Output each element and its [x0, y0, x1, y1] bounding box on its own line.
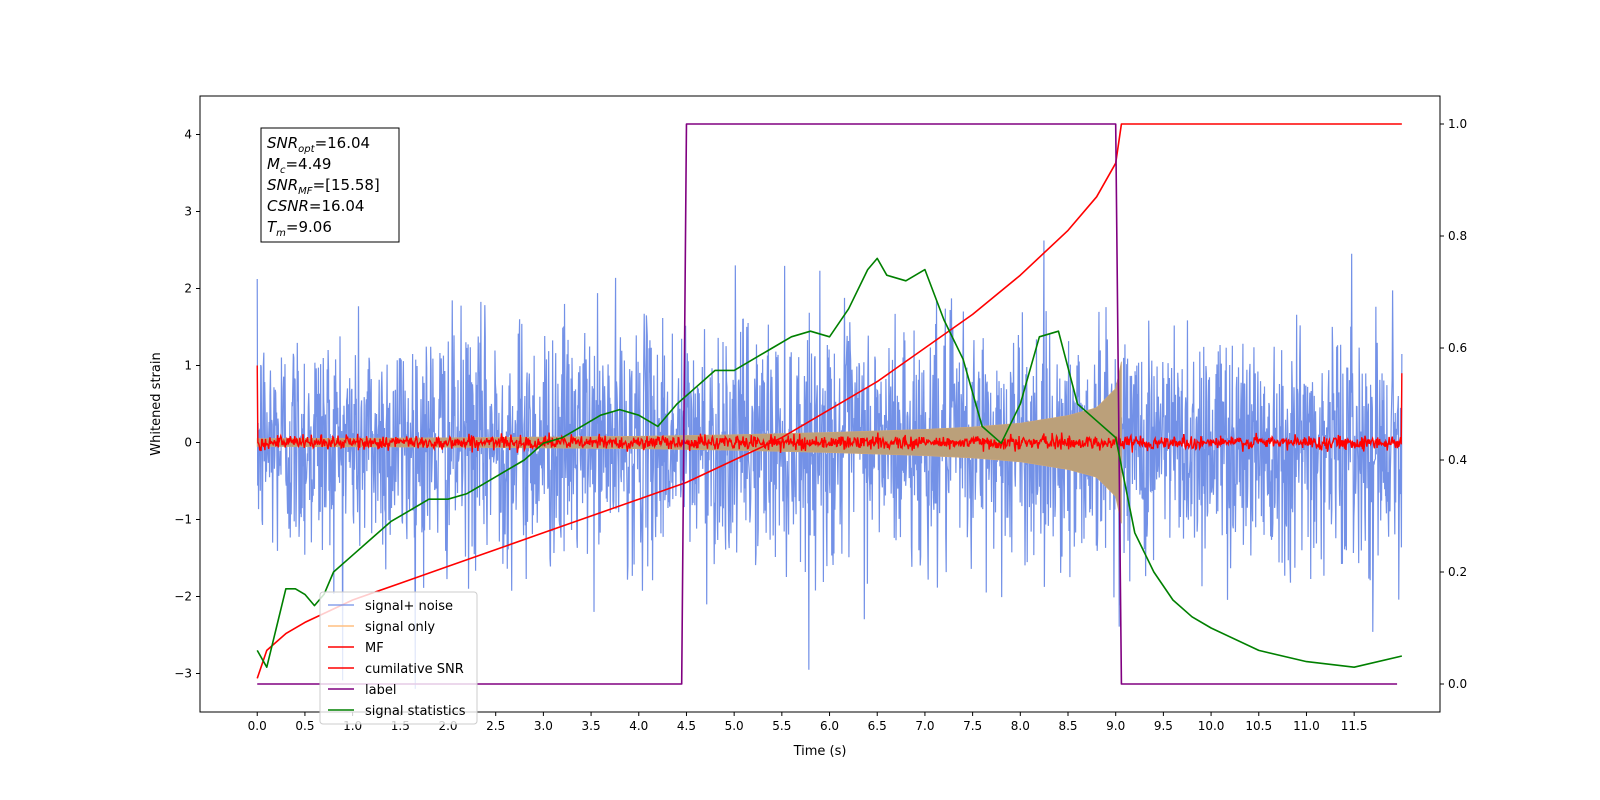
legend-entry: signal only: [365, 620, 435, 635]
plot-layer: [256, 123, 1403, 689]
x-tick-label: 3.0: [534, 719, 553, 733]
x-tick-label: 8.0: [1011, 719, 1030, 733]
x-tick-label: 5.5: [772, 719, 791, 733]
y-tick-label-right: 0.4: [1448, 453, 1467, 467]
legend-frame: [319, 591, 478, 725]
x-tick-label: 9.0: [1106, 719, 1125, 733]
x-tick-label: 2.5: [486, 719, 505, 733]
series-label: [257, 123, 1398, 685]
x-tick-label: 11.0: [1293, 719, 1320, 733]
series-signal-statistics: [256, 257, 1403, 668]
x-tick-label: 5.0: [725, 719, 744, 733]
x-axis-label: Time (s): [793, 744, 847, 759]
y-tick-label-left: 0: [184, 436, 192, 450]
x-tick-label: 9.5: [1154, 719, 1173, 733]
x-tick-label: 7.5: [963, 719, 982, 733]
y-tick-label-left: 3: [184, 205, 192, 219]
annotation-frame: [260, 127, 400, 243]
x-tick-label: 4.0: [629, 719, 648, 733]
x-tick-label: 6.0: [820, 719, 839, 733]
y-tick-label-right: 0.6: [1448, 341, 1467, 355]
legend-entry: label: [365, 683, 396, 698]
y-axis-label: Whitened strain: [149, 352, 164, 455]
legend: signal+ noise signal only MF cumilative SNR…: [319, 591, 478, 725]
x-tick-label: 0.0: [248, 719, 267, 733]
series-signal-noise: [256, 240, 1403, 689]
y-tick-label-left: −3: [174, 667, 192, 681]
legend-entry: signal statistics: [365, 704, 466, 719]
x-tick-label: 11.5: [1341, 719, 1368, 733]
annotation-line: Mc=4.49: [267, 155, 331, 176]
plot-frame: [199, 95, 1441, 713]
x-tick-label: 4.5: [677, 719, 696, 733]
x-tick-label: 7.0: [915, 719, 934, 733]
annotation-line: SNRMF=[15.58]: [267, 176, 380, 197]
annotation-line: CSNR=16.04: [267, 197, 364, 215]
x-tick-label: 8.5: [1058, 719, 1077, 733]
y-tick-label-right: 0.8: [1448, 229, 1467, 243]
legend-entry: MF: [365, 641, 384, 656]
series-mf: [256, 365, 1403, 453]
x-tick-label: 10.0: [1198, 719, 1225, 733]
y-tick-label-left: −2: [174, 590, 192, 604]
y-tick-label-left: 1: [184, 359, 192, 373]
x-tick-label: 10.5: [1245, 719, 1272, 733]
annotation-line: Tm=9.06: [267, 218, 332, 239]
y-tick-label-left: 4: [184, 128, 192, 142]
y-tick-label-right: 1.0: [1448, 117, 1467, 131]
x-tick-label: 0.5: [295, 719, 314, 733]
y-tick-label-left: −1: [174, 513, 192, 527]
y-tick-label-right: 0.0: [1448, 677, 1467, 691]
legend-entry: cumilative SNR: [365, 662, 464, 677]
y-tick-label-right: 0.2: [1448, 565, 1467, 579]
x-tick-label: 6.5: [868, 719, 887, 733]
x-tick-label: 3.5: [582, 719, 601, 733]
y-tick-label-left: 2: [184, 282, 192, 296]
annotation-line: SNRopt=16.04: [267, 134, 370, 155]
legend-entry: signal+ noise: [365, 599, 453, 614]
annotation-box: SNRopt=16.04Mc=4.49SNRMF=[15.58]CSNR=16.…: [260, 127, 400, 243]
